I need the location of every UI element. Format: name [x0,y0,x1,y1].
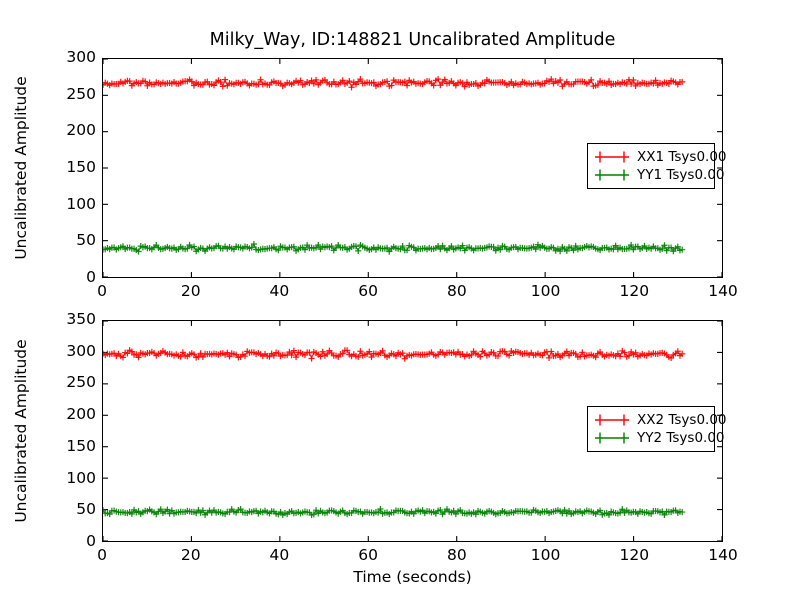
legend-top[interactable]: XX1 Tsys0.00 YY1 Tsys0.00 [587,143,727,189]
x-tick-label: 60 [358,282,378,300]
legend-marker-xx2-icon [595,414,629,426]
legend-item: YY1 Tsys0.00 [593,166,725,184]
x-tick-label: 20 [180,546,201,564]
y-tick-label: 250 [66,373,96,392]
y-tick-label: 50 [76,500,96,519]
y-tick-label: 100 [66,468,96,487]
legend-marker-xx1-icon [595,151,629,163]
x-tick-label: 60 [358,546,378,564]
legend-item: XX1 Tsys0.00 [593,148,727,166]
x-tick-label: 100 [530,282,561,300]
x-tick-label: 20 [180,282,201,300]
x-tick-label: 140 [708,546,738,564]
y-tick-label: 350 [66,310,96,328]
x-tick-label: 120 [619,546,650,564]
x-tick-label: 0 [97,546,107,564]
legend-marker-yy1-icon [595,169,629,181]
x-tick-label: 140 [708,282,738,300]
legend-marker-yy2-icon [595,432,629,444]
y-tick-label: 200 [66,405,96,424]
y-tick-label: 100 [66,194,96,213]
y-axis-label-bottom: Uncalibrated Amplitude [12,339,30,523]
y-axis-label-top: Uncalibrated Amplitude [12,76,30,260]
legend-label-yy2: YY2 Tsys0.00 [637,430,725,446]
y-tick-label: 300 [66,48,96,66]
x-tick-label: 0 [97,282,107,300]
x-tick-label: 80 [446,546,467,564]
y-tick-label: 0 [86,532,96,550]
legend-item: XX2 Tsys0.00 [593,411,727,429]
legend-item: YY2 Tsys0.00 [593,429,725,447]
y-tick-label: 300 [66,341,96,360]
x-tick-label: 120 [619,282,650,300]
x-tick-label: 40 [269,546,290,564]
plot-area-top [103,59,722,277]
legend-label-yy1: YY1 Tsys0.00 [637,167,725,183]
y-tick-label: 0 [86,268,96,286]
x-tick-label: 40 [269,282,290,300]
plot-area-bottom [103,321,722,541]
x-tick-label: 100 [530,546,561,564]
y-tick-label: 150 [66,158,96,176]
y-tick-label: 250 [66,84,96,103]
y-tick-label: 150 [66,436,96,455]
y-tick-label: 50 [76,231,96,250]
chart-title: Milky_Way, ID:148821 Uncalibrated Amplit… [209,30,616,50]
x-axis-label: Time (seconds) [353,568,472,586]
legend-label-xx2: XX2 Tsys0.00 [637,412,727,428]
legend-label-xx1: XX1 Tsys0.00 [637,149,727,165]
legend-bottom[interactable]: XX2 Tsys0.00 YY2 Tsys0.00 [587,406,727,452]
y-tick-label: 200 [66,121,96,140]
x-tick-label: 80 [446,282,467,300]
